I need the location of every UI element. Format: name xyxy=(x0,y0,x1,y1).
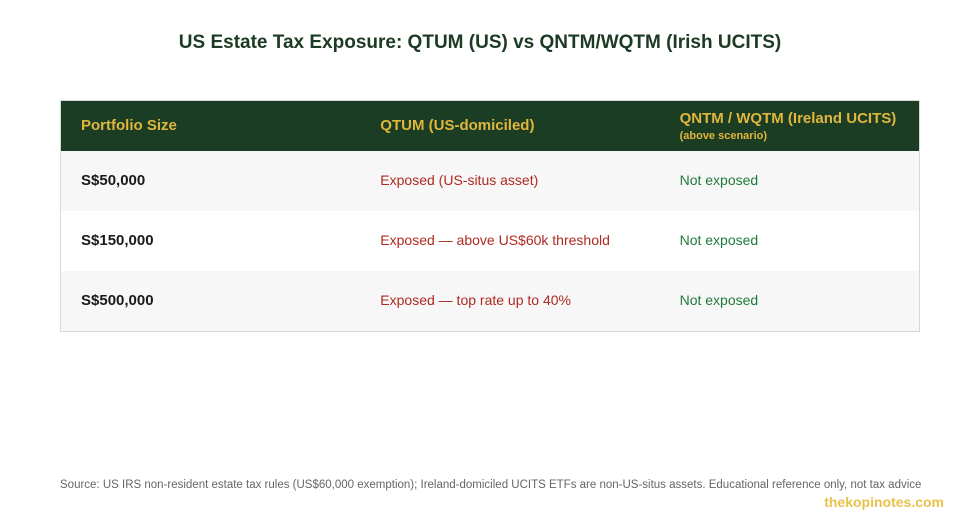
portfolio-size: S$150,000 xyxy=(81,232,154,249)
qtum-exposure-cell: Exposed — top rate up to 40% xyxy=(360,292,659,310)
header-portfolio-size: Portfolio Size xyxy=(61,117,360,135)
source-note: Source: US IRS non-resident estate tax r… xyxy=(60,479,922,491)
qntm-exposure-cell: Not exposed xyxy=(660,292,919,310)
header-qtum: QTUM (US-domiciled) xyxy=(360,117,659,135)
qntm-exposure-cell: Not exposed xyxy=(660,172,919,190)
portfolio-size: S$50,000 xyxy=(81,172,146,189)
header-qntm-wqtm-sublabel: (above scenario) xyxy=(679,130,768,142)
table-header-row: Portfolio Size QTUM (US-domiciled) QNTM … xyxy=(61,101,919,151)
qtum-exposure: Exposed — above US$60k threshold xyxy=(380,232,610,248)
header-qntm-wqtm: QNTM / WQTM (Ireland UCITS) (above scena… xyxy=(660,110,919,142)
qntm-exposure: Not exposed xyxy=(679,172,759,188)
page-title: US Estate Tax Exposure: QTUM (US) vs QNT… xyxy=(178,32,782,53)
portfolio-size-cell: S$150,000 xyxy=(61,232,360,250)
qtum-exposure: Exposed — top rate up to 40% xyxy=(380,292,571,308)
qntm-exposure: Not exposed xyxy=(679,292,759,308)
table-row: S$500,000 Exposed — top rate up to 40% N… xyxy=(61,271,919,331)
qntm-exposure: Not exposed xyxy=(679,232,759,248)
header-portfolio-size-label: Portfolio Size xyxy=(81,117,177,134)
header-qntm-wqtm-label: QNTM / WQTM (Ireland UCITS) xyxy=(679,110,897,127)
portfolio-size-cell: S$50,000 xyxy=(61,172,360,190)
portfolio-size: S$500,000 xyxy=(81,292,154,309)
qntm-exposure-cell: Not exposed xyxy=(660,232,919,250)
brand-watermark: thekopinotes.com xyxy=(824,494,944,510)
table-row: S$150,000 Exposed — above US$60k thresho… xyxy=(61,211,919,271)
table-row: S$50,000 Exposed (US-situs asset) Not ex… xyxy=(61,151,919,211)
header-qtum-label: QTUM (US-domiciled) xyxy=(380,117,535,134)
qtum-exposure-cell: Exposed — above US$60k threshold xyxy=(360,232,659,250)
portfolio-size-cell: S$500,000 xyxy=(61,292,360,310)
qtum-exposure: Exposed (US-situs asset) xyxy=(380,172,539,188)
qtum-exposure-cell: Exposed (US-situs asset) xyxy=(360,172,659,190)
comparison-table: Portfolio Size QTUM (US-domiciled) QNTM … xyxy=(60,100,920,332)
